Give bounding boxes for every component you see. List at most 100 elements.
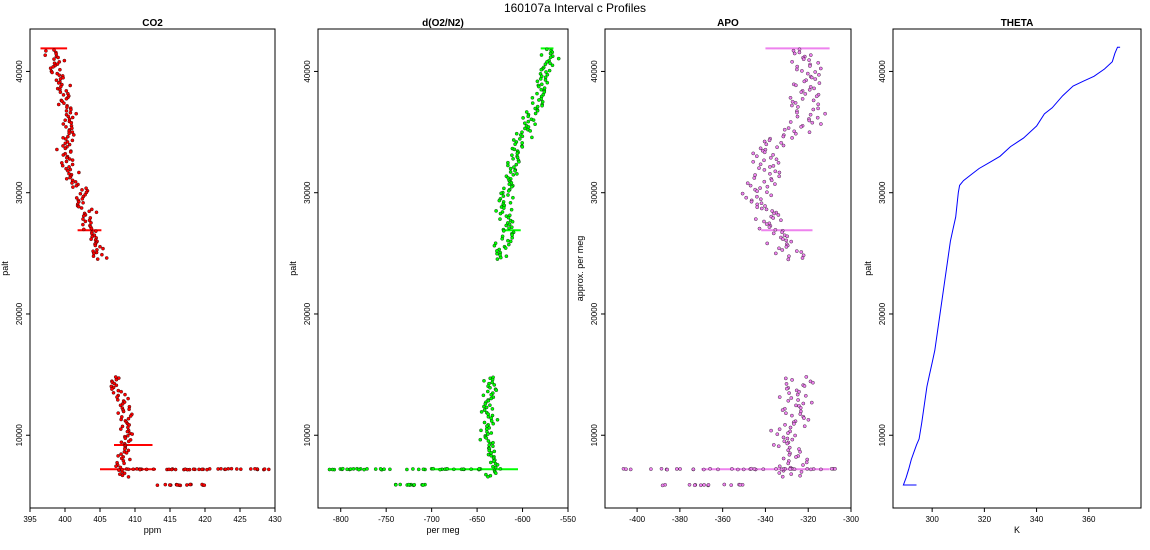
data-point: [813, 70, 817, 74]
data-point: [351, 467, 356, 471]
data-point: [407, 482, 411, 487]
y-tick-label: 20000: [303, 302, 312, 325]
data-point: [768, 165, 772, 169]
data-point: [62, 101, 66, 105]
plot-frame: [29, 28, 276, 509]
data-point: [173, 467, 178, 472]
data-point: [781, 456, 786, 461]
data-point: [777, 471, 782, 475]
data-point: [817, 73, 821, 77]
plot-frame: [892, 28, 1142, 509]
data-point: [779, 141, 783, 145]
data-point: [486, 474, 490, 479]
data-point: [539, 53, 544, 57]
data-point: [91, 254, 96, 258]
data-point: [479, 428, 483, 433]
data-point: [482, 420, 487, 425]
data-point: [806, 418, 811, 422]
data-point: [798, 412, 803, 416]
data-point: [786, 461, 790, 466]
data-point: [767, 225, 772, 229]
data-point: [812, 86, 816, 91]
data-point: [127, 407, 131, 412]
data-point: [786, 431, 790, 435]
data-point: [119, 389, 123, 394]
data-point: [749, 466, 754, 471]
data-point: [800, 256, 805, 260]
data-point: [805, 467, 810, 471]
data-point: [786, 257, 791, 262]
data-point: [506, 215, 511, 220]
data-point: [80, 188, 84, 192]
data-point: [120, 473, 125, 478]
data-point: [775, 432, 780, 436]
data-point: [788, 425, 793, 430]
data-point: [779, 218, 783, 222]
data-point: [507, 242, 511, 247]
data-point: [77, 170, 81, 175]
data-point: [795, 249, 799, 253]
data-point: [777, 395, 782, 399]
data-point: [535, 91, 539, 96]
data-point: [70, 181, 74, 185]
data-point: [540, 82, 544, 87]
data-point: [790, 136, 794, 140]
data-point: [802, 416, 806, 420]
data-point: [95, 257, 100, 261]
data-point: [495, 463, 500, 467]
data-point: [758, 162, 763, 167]
data-point: [123, 447, 127, 451]
data-point: [754, 217, 758, 221]
data-point: [548, 55, 553, 60]
data-point: [771, 216, 775, 220]
data-point: [659, 467, 664, 471]
data-point: [783, 423, 787, 427]
y-tick-label: 30000: [590, 181, 599, 204]
data-point: [755, 205, 759, 209]
data-point: [520, 145, 525, 149]
data-point: [56, 81, 61, 85]
data-point: [494, 388, 499, 392]
data-point: [94, 210, 99, 215]
data-point: [771, 153, 775, 157]
data-point: [68, 83, 72, 88]
data-point: [52, 57, 56, 61]
plot-frame: [604, 28, 852, 509]
data-point: [219, 467, 223, 471]
x-tick-label: 360: [1082, 515, 1096, 524]
panel-title: THETA: [1001, 18, 1034, 29]
data-point: [769, 156, 773, 160]
data-point: [128, 457, 132, 462]
data-point: [506, 193, 510, 197]
data-point: [799, 125, 803, 129]
data-point: [785, 441, 789, 446]
data-point: [784, 245, 789, 249]
data-point: [126, 439, 131, 444]
data-point: [67, 157, 72, 161]
data-point: [126, 475, 131, 479]
data-point: [66, 134, 70, 139]
data-point: [807, 130, 812, 134]
data-point: [168, 483, 172, 487]
data-point: [751, 151, 755, 156]
data-point: [69, 107, 73, 112]
data-point: [816, 106, 820, 111]
data-point: [624, 467, 628, 471]
data-point: [378, 467, 383, 471]
data-point: [70, 162, 75, 167]
data-point: [486, 432, 490, 436]
data-point: [482, 379, 486, 383]
data-point: [794, 83, 798, 88]
theta-profile-line: [902, 46, 1121, 486]
x-tick-label: -300: [843, 515, 860, 524]
data-point: [498, 211, 503, 216]
data-point: [819, 122, 823, 126]
data-point: [66, 169, 70, 173]
x-tick-label: -700: [424, 515, 441, 524]
data-point: [438, 467, 442, 472]
data-point: [790, 99, 795, 104]
data-point: [769, 178, 774, 183]
data-point: [117, 376, 121, 380]
data-point: [792, 51, 797, 56]
